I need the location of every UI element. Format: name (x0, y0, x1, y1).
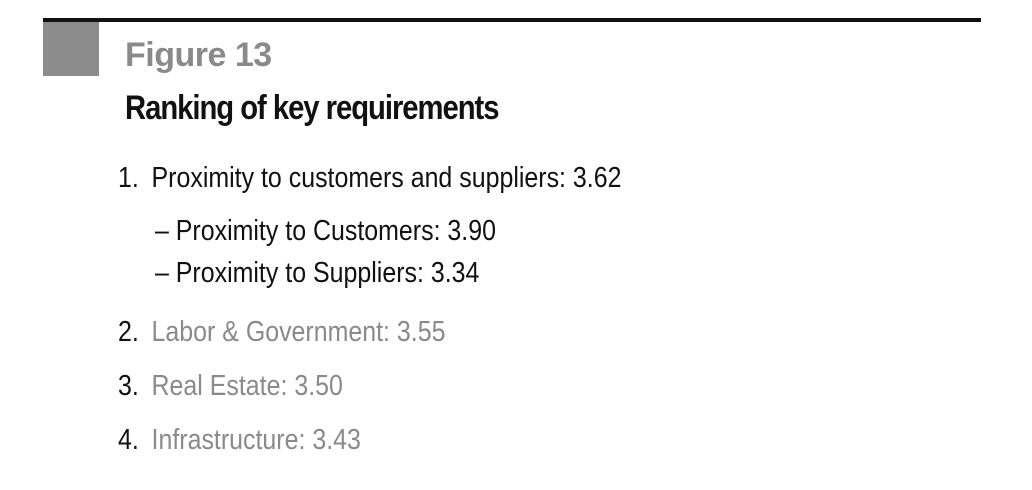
sub-requirement-suppliers: – Proximity to Suppliers: 3.34 (155, 257, 480, 289)
figure-marker-block (43, 22, 99, 76)
requirement-number: 2. (118, 316, 139, 348)
figure-label: Figure 13 (125, 36, 272, 74)
requirement-text: Proximity to customers and suppliers: 3.… (151, 162, 622, 194)
requirement-text: Real Estate: 3.50 (151, 370, 343, 402)
top-rule (43, 18, 981, 22)
requirement-item-1: 1. Proximity to customers and suppliers: … (118, 162, 621, 195)
figure-title: Ranking of key requirements (125, 89, 500, 127)
requirement-text: Labor & Government: 3.55 (151, 316, 446, 348)
sub-requirement-customers: – Proximity to Customers: 3.90 (155, 215, 496, 247)
requirement-item-3: 3. Real Estate: 3.50 (118, 370, 343, 403)
requirement-number: 3. (118, 370, 139, 402)
requirement-number: 4. (118, 424, 139, 456)
requirement-text: Infrastructure: 3.43 (151, 424, 361, 456)
requirement-item-2: 2. Labor & Government: 3.55 (118, 316, 445, 349)
requirement-item-4: 4. Infrastructure: 3.43 (118, 424, 361, 457)
requirement-number: 1. (118, 162, 139, 194)
